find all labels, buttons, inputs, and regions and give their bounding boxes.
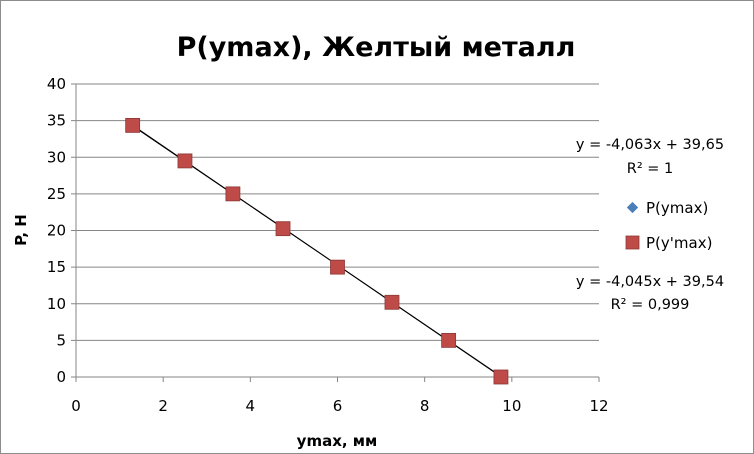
trendline-2-equation: y = -4,045x + 39,54 (576, 274, 724, 290)
x-tick-label: 12 (589, 397, 608, 415)
grid-lines (76, 83, 599, 341)
x-tick-label: 6 (333, 397, 343, 415)
x-tick-label: 0 (71, 397, 81, 415)
trendline-1-equation: y = -4,063x + 39,65 (576, 137, 724, 153)
trendline-1-r2: R² = 1 (627, 161, 673, 177)
trendline-2-r2: R² = 0,999 (611, 297, 690, 313)
data-point-square (384, 294, 400, 310)
trendline-2 (132, 125, 502, 377)
data-point-square (125, 117, 141, 133)
data-point-square (177, 153, 193, 169)
y-tick-label: 5 (56, 331, 66, 349)
data-point-square (441, 332, 457, 348)
data-point-square (330, 259, 345, 275)
legend-marker-diamond (626, 201, 639, 214)
x-tick-label: 8 (420, 397, 430, 415)
legend-label-2: P(y'max) (646, 234, 712, 252)
legend: P(ymax) P(y'max) (625, 199, 712, 252)
legend-marker-square (625, 235, 640, 250)
chart-title: P(ymax), Желтый металл (177, 32, 576, 63)
y-axis-title: P, Н (12, 214, 30, 246)
data-point-square (493, 369, 509, 385)
y-tick-label: 25 (47, 185, 66, 203)
y-tick-label: 10 (47, 295, 66, 313)
y-tick-label: 20 (47, 222, 66, 240)
x-tick-label: 4 (246, 397, 256, 415)
legend-label-1: P(ymax) (646, 199, 708, 217)
y-tick-label: 40 (47, 75, 66, 93)
axes: 0 5 10 15 20 25 30 35 40 0 2 4 6 8 10 12 (47, 75, 609, 415)
y-tick-label: 30 (47, 148, 66, 166)
x-tick-label: 2 (158, 397, 168, 415)
trendlines (132, 124, 502, 378)
data-point-square (225, 186, 241, 202)
y-tick-label: 35 (47, 112, 66, 130)
data-point-square (275, 221, 291, 237)
chart-text: P(ymax), Желтый металл ymax, мм P, Н y =… (12, 32, 724, 450)
x-axis-title: ymax, мм (297, 432, 378, 450)
y-tick-label: 0 (56, 368, 66, 386)
x-tick-label: 10 (502, 397, 521, 415)
data-points (125, 117, 509, 385)
y-tick-label: 15 (47, 258, 66, 276)
